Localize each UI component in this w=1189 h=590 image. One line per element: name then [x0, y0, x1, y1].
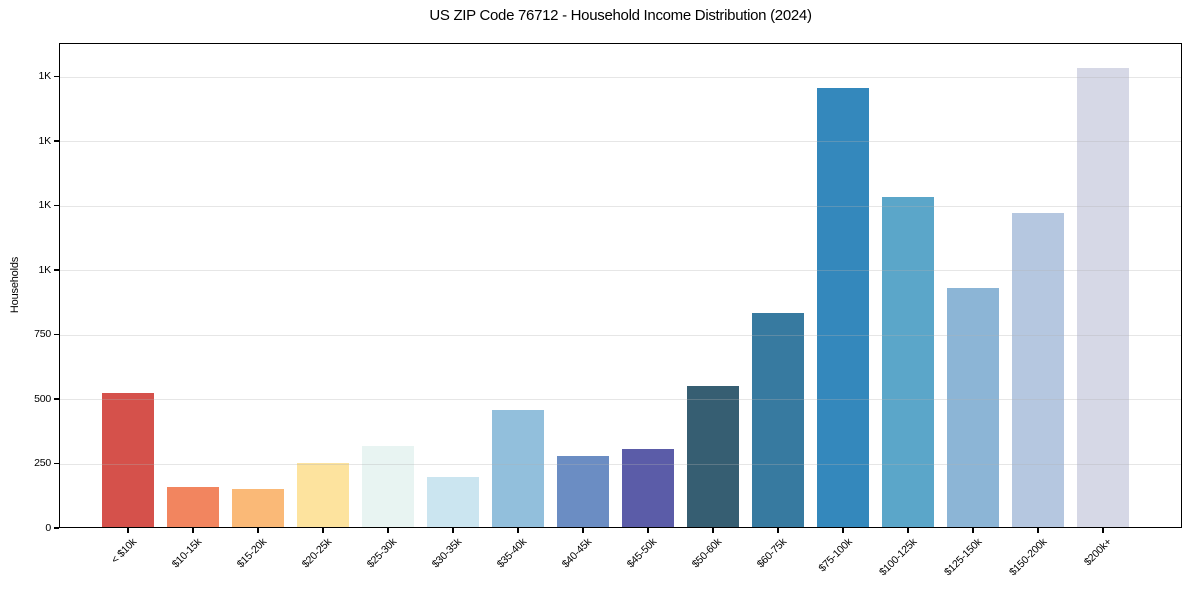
bar	[622, 449, 674, 528]
y-tick-mark	[54, 462, 59, 465]
x-tick-label: $30-35k	[430, 536, 465, 571]
x-tick-mark	[192, 528, 194, 533]
x-tick-label: $100-125k	[877, 536, 920, 579]
y-tick-label: 750	[34, 328, 51, 341]
x-tick-label: $60-75k	[755, 536, 790, 571]
x-tick-label: $40-45k	[560, 536, 595, 571]
x-tick-label: < $10k	[109, 536, 140, 567]
x-tick-mark	[972, 528, 974, 533]
x-tick-mark	[647, 528, 649, 533]
bar	[102, 392, 154, 528]
bar	[232, 489, 284, 528]
y-tick-label: 500	[34, 392, 51, 405]
gridline	[59, 334, 1182, 336]
x-tick-label: $75-100k	[816, 536, 855, 575]
y-tick-mark	[54, 333, 59, 336]
y-tick-label: 250	[34, 457, 51, 469]
gridline	[59, 205, 1182, 207]
x-tick-mark	[127, 528, 129, 533]
bar	[297, 463, 349, 528]
chart-title: US ZIP Code 76712 - Household Income Dis…	[429, 7, 812, 24]
x-tick-mark	[907, 528, 909, 533]
x-tick-label: $25-30k	[365, 536, 400, 571]
bar	[1012, 212, 1064, 528]
x-tick-mark	[387, 528, 389, 533]
y-tick-mark	[54, 204, 59, 207]
y-tick-label: 0	[45, 521, 51, 534]
x-tick-mark	[712, 528, 714, 533]
y-tick-label: 1K	[38, 134, 52, 147]
x-tick-label: $200k+	[1082, 536, 1115, 569]
gridline	[59, 270, 1182, 272]
bar	[492, 410, 544, 528]
bar	[882, 196, 934, 528]
x-tick-mark	[322, 528, 324, 533]
bar	[1077, 68, 1129, 528]
plot-area	[59, 43, 1182, 528]
y-tick-label: 1K	[38, 263, 52, 276]
bar	[362, 446, 414, 528]
y-tick-mark	[54, 269, 59, 271]
y-tick-mark	[54, 527, 59, 529]
x-tick-mark	[777, 528, 779, 533]
x-tick-label: $35-40k	[495, 536, 530, 571]
x-tick-mark	[842, 528, 844, 533]
gridline	[59, 399, 1182, 401]
x-tick-mark	[452, 528, 454, 533]
y-tick-mark	[54, 75, 59, 78]
x-tick-mark	[517, 528, 519, 533]
x-tick-label: $50-60k	[690, 536, 725, 571]
bar	[557, 456, 609, 528]
y-tick-label: 1K	[38, 199, 52, 212]
x-tick-mark	[582, 528, 584, 533]
x-tick-label: $15-20k	[235, 536, 270, 571]
bar	[947, 287, 999, 528]
x-tick-mark	[1102, 528, 1104, 533]
gridline	[59, 141, 1182, 143]
y-axis-label: Households	[9, 256, 21, 314]
x-tick-label: $125-150k	[942, 536, 985, 579]
gridline	[59, 76, 1182, 78]
x-tick-label: $20-25k	[300, 536, 335, 571]
x-tick-mark	[257, 528, 259, 533]
x-tick-label: $45-50k	[625, 536, 660, 571]
bar	[817, 88, 869, 528]
x-tick-mark	[1037, 528, 1039, 533]
y-tick-mark	[54, 398, 59, 400]
bar	[167, 487, 219, 528]
x-tick-label: $150-200k	[1007, 536, 1050, 579]
x-tick-label: $10-15k	[170, 536, 205, 571]
bar	[427, 477, 479, 528]
y-tick-mark	[54, 140, 59, 142]
y-tick-label: 1K	[38, 70, 52, 83]
bar	[752, 312, 804, 528]
bar	[687, 386, 739, 528]
gridline	[59, 463, 1182, 465]
